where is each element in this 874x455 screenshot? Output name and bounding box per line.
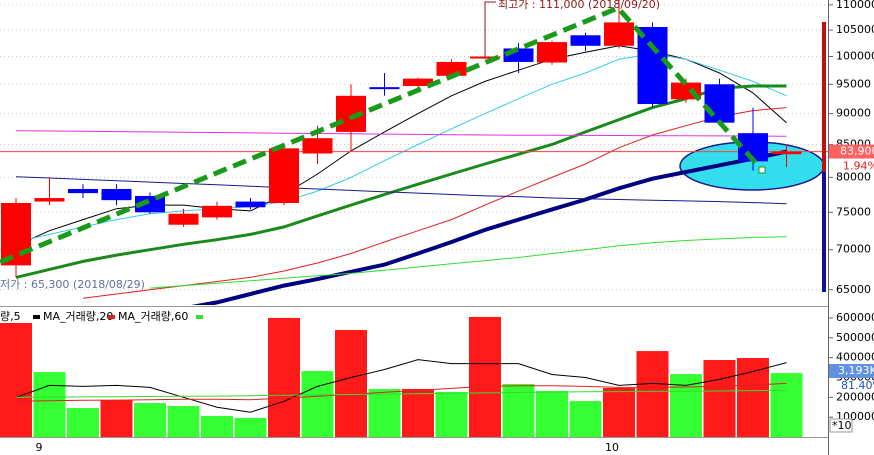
legend-bg (118, 311, 204, 323)
ma-line (15, 176, 787, 205)
ma-line (15, 130, 787, 137)
volume-bar (703, 359, 736, 437)
y-tick-label: 200000 (836, 390, 874, 403)
ma-line (149, 236, 787, 289)
ma-line (82, 107, 787, 299)
volume-bar (469, 316, 501, 437)
volume-bar (603, 387, 635, 437)
volume-bar (167, 406, 200, 437)
low-annotation: 저가 : 65,300 (2018/08/29) (0, 278, 145, 291)
volume-badge (829, 364, 874, 378)
volume-bar (368, 388, 401, 437)
y-tick-label: 80000 (836, 170, 871, 183)
volume-bar (67, 408, 99, 437)
x-tick-label: 10 (605, 441, 619, 454)
candle-body (269, 148, 299, 203)
legend-swatch (108, 315, 115, 319)
x-tick-label: 9 (36, 441, 43, 454)
candle-body (637, 27, 668, 105)
y-tick-label: 90000 (836, 107, 871, 120)
candle-body (34, 198, 65, 202)
candle-body (1, 202, 31, 266)
candle-body (470, 56, 500, 59)
y-tick-label: 500000 (836, 331, 874, 344)
candle-body (235, 201, 266, 208)
price-badge (829, 144, 874, 159)
volume-ma-line (15, 382, 787, 402)
candle-body (135, 195, 165, 213)
candle-body (570, 35, 601, 46)
volume-bar (0, 321, 32, 437)
y-tick-label: 105000 (836, 23, 874, 36)
volume-bar (301, 371, 334, 437)
volume-bar (201, 415, 233, 437)
volume-bar (737, 358, 769, 437)
change-label: 1.94% (843, 160, 874, 173)
price-panel: 최고가 : 111,000 (2018/09/20) 저가 : 65,300 (2… (0, 0, 828, 305)
candle-body (771, 151, 802, 155)
volume-bar (569, 401, 602, 437)
trend-handle (758, 166, 766, 174)
volume-bar (33, 372, 66, 437)
y-tick-label: 70000 (836, 243, 871, 256)
volume-bar (268, 317, 300, 437)
price-badge-label: 83,900 (840, 145, 874, 158)
legend-bg (43, 311, 116, 323)
ma-line (191, 149, 787, 305)
annotation-pointer (484, 1, 496, 57)
y-tick-label: 400000 (836, 351, 874, 364)
volume-bar (335, 330, 367, 437)
candle-body (403, 78, 433, 87)
volume-bar (100, 400, 133, 437)
volume-panel (0, 316, 803, 437)
scale-bar-down (822, 172, 826, 292)
y-tick-label: 75000 (836, 205, 871, 218)
volume-bar (134, 403, 166, 437)
legend-label: MA_거래량,60 (118, 310, 188, 323)
volume-bar (636, 351, 669, 437)
y-tick-label: 600000 (836, 311, 874, 324)
y-tick-label: 95000 (836, 77, 871, 90)
candle-body (704, 84, 735, 123)
candle-body (68, 188, 98, 194)
y-tick-label: 110000 (836, 0, 874, 11)
candle-body (604, 22, 634, 46)
volume-bar (234, 417, 267, 437)
legend-swatch (196, 315, 203, 319)
trend-line (0, 5, 764, 265)
candle-body (168, 213, 199, 225)
legend-bg (0, 311, 41, 323)
candle-body (537, 42, 567, 63)
volume-bar (770, 373, 803, 437)
multiplier-box (829, 418, 853, 433)
legend-label: MA_거래량,20 (43, 310, 113, 323)
volume-badge-label: 3,193K (838, 364, 874, 377)
ma-line (15, 84, 787, 279)
legend-label: 량,5 (0, 310, 21, 323)
y-tick-label: 100000 (836, 50, 874, 63)
volume-bar (536, 390, 568, 437)
volume-pct: 81.40% (841, 379, 874, 392)
volume-bar (435, 391, 468, 437)
candle-body (436, 61, 467, 76)
y-tick-label: 65000 (836, 283, 871, 296)
multiplier-label: *10 (832, 419, 852, 432)
candle-body (369, 87, 400, 90)
high-annotation: 최고가 : 111,000 (2018/09/20) (498, 0, 660, 11)
scale-bar-up (822, 22, 826, 172)
volume-bar (402, 388, 434, 437)
volume-ma-line (15, 359, 787, 413)
candle-body (202, 205, 232, 218)
candle-body (302, 138, 333, 154)
legend-swatch (33, 315, 40, 319)
volume-ma-line (15, 389, 787, 398)
candle-body (101, 188, 132, 201)
